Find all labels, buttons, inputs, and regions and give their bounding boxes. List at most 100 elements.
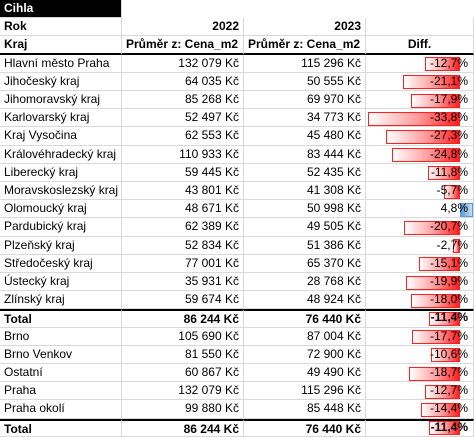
diff-bar (392, 148, 460, 163)
diff-label: -11,4% (430, 310, 468, 325)
price-2023: 51 386 Kč (244, 236, 366, 255)
diff-bar (405, 275, 460, 290)
diff-label: 4,8% (440, 201, 468, 216)
diff-bar (411, 330, 460, 345)
diff-bar (425, 384, 460, 399)
price-2022: 48 671 Kč (122, 200, 244, 219)
row-label: Karlovarský kraj (0, 109, 122, 128)
diff-label: -33,8% (429, 110, 468, 125)
price-2023: 49 505 Kč (244, 218, 366, 237)
row-label: Zlínský kraj (0, 291, 122, 310)
diff-label: -12,7% (429, 383, 468, 398)
column-header: Diff. (366, 36, 474, 55)
diff-label: -15,1% (429, 255, 468, 270)
diff-label: -14,4% (429, 401, 468, 416)
price-2022: 64 035 Kč (122, 72, 244, 91)
diff-bar (420, 402, 460, 417)
diff-bar (452, 239, 460, 254)
row-label: Praha okolí (0, 400, 122, 419)
price-2022: 52 497 Kč (122, 109, 244, 128)
price-2022: 110 933 Kč (122, 145, 244, 164)
price-2023: 115 296 Kč (244, 382, 366, 401)
diff-label: -18,7% (429, 365, 468, 379)
diff-label: -21,1% (429, 73, 468, 88)
diff-bar (411, 293, 460, 308)
price-2023: 85 448 Kč (244, 400, 366, 419)
diff-label: -12,7% (429, 55, 468, 70)
row-label: Liberecký kraj (0, 163, 122, 182)
price-2023: 76 440 Kč (244, 309, 366, 328)
price-2022: 35 931 Kč (122, 273, 244, 292)
price-2022: 86 244 Kč (122, 418, 244, 437)
diff-label: -17,9% (429, 92, 468, 106)
price-2023: 69 970 Kč (244, 91, 366, 110)
price-2022: 86 244 Kč (122, 309, 244, 328)
price-2022: 81 550 Kč (122, 345, 244, 364)
row-label: Brno Venkov (0, 345, 122, 364)
diff-label: -19,9% (429, 274, 468, 288)
price-2022: 59 445 Kč (122, 163, 244, 182)
diff-bar (460, 202, 474, 217)
diff-label: -24,8% (429, 146, 468, 161)
diff-bar (425, 57, 460, 72)
price-2022: 77 001 Kč (122, 254, 244, 273)
diff-label: -20,7% (429, 219, 468, 234)
diff-label: -17,7% (429, 328, 468, 343)
price-2023: 65 370 Kč (244, 254, 366, 273)
price-2023: 41 308 Kč (244, 182, 366, 201)
price-2022: 132 079 Kč (122, 54, 244, 73)
empty-cell (366, 18, 474, 37)
price-2022: 62 389 Kč (122, 218, 244, 237)
price-2023: 50 998 Kč (244, 200, 366, 219)
row-label: Královéhradecký kraj (0, 145, 122, 164)
row-label: Hlavní město Praha (0, 54, 122, 73)
price-2022: 99 880 Kč (122, 400, 244, 419)
price-2022: 105 690 Kč (122, 327, 244, 346)
diff-bar (444, 184, 460, 199)
price-2023: 50 555 Kč (244, 72, 366, 91)
price-2022: 132 079 Kč (122, 382, 244, 401)
diff-label: -18,0% (429, 292, 468, 307)
row-label: Jihomoravský kraj (0, 91, 122, 110)
year: 2022 (122, 18, 244, 37)
diff-bar (428, 311, 460, 326)
price-2023: 83 444 Kč (244, 145, 366, 164)
year-label: Rok (0, 18, 122, 37)
diff-bar (418, 257, 460, 272)
diff-label: -27,3% (429, 128, 468, 143)
price-2023: 76 440 Kč (244, 418, 366, 437)
diff-bar (409, 366, 460, 381)
column-header: Kraj (0, 36, 122, 55)
price-2023: 34 773 Kč (244, 109, 366, 128)
price-2022: 59 674 Kč (122, 291, 244, 310)
price-2023: 28 768 Kč (244, 273, 366, 292)
diff-bar (427, 166, 460, 181)
row-label: Moravskoslezský kraj (0, 182, 122, 201)
year: 2023 (244, 18, 366, 37)
diff-label: -5,7% (436, 183, 468, 197)
diff-label: -2,7% (436, 237, 468, 252)
price-2023: 48 924 Kč (244, 291, 366, 310)
column-header: Průměr z: Cena_m2 (244, 36, 366, 55)
price-2022: 52 834 Kč (122, 236, 244, 255)
price-2023: 115 296 Kč (244, 54, 366, 73)
row-label: Brno (0, 327, 122, 346)
total-label: Total (0, 418, 122, 437)
diff-bar (385, 129, 460, 144)
price-2023: 52 435 Kč (244, 163, 366, 182)
column-header: Průměr z: Cena_m2 (122, 36, 244, 55)
diff-bar (431, 348, 460, 363)
row-label: Praha (0, 382, 122, 401)
row-label: Ostatní (0, 364, 122, 383)
diff-label: -10,6% (429, 346, 468, 361)
diff-label: -11,8% (430, 164, 468, 179)
diff-bar (411, 93, 460, 108)
total-label: Total (0, 309, 122, 328)
price-2023: 49 490 Kč (244, 364, 366, 383)
diff-bar (402, 75, 460, 90)
price-2023: 72 900 Kč (244, 345, 366, 364)
price-2022: 60 867 Kč (122, 364, 244, 383)
price-2022: 85 268 Kč (122, 91, 244, 110)
row-label: Plzeňský kraj (0, 236, 122, 255)
diff-bar (368, 111, 460, 126)
